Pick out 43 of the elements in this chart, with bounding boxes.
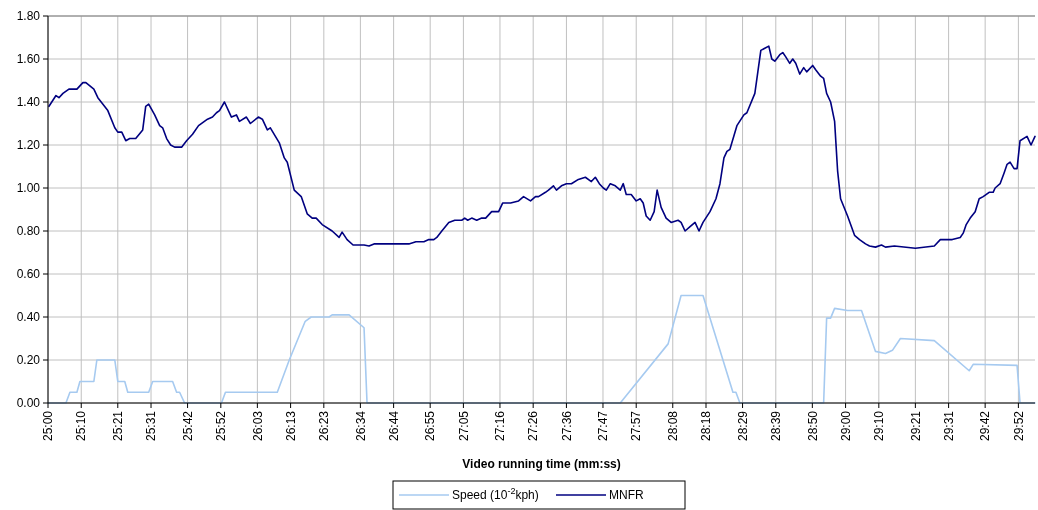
legend-label: MNFR bbox=[609, 488, 644, 502]
x-tick-label: 28:29 bbox=[735, 410, 750, 442]
y-tick-label: 1.40 bbox=[16, 95, 41, 110]
x-axis-title: Video running time (mm:ss) bbox=[462, 457, 621, 471]
x-tick-label: 29:31 bbox=[941, 410, 956, 442]
x-tick-label: 28:18 bbox=[699, 410, 714, 442]
x-tick-label: 25:52 bbox=[214, 410, 229, 442]
legend-label: Speed (10$^{-2}$kph) bbox=[452, 486, 539, 502]
x-tick-label: 29:00 bbox=[838, 410, 853, 442]
x-tick-label: 27:26 bbox=[526, 410, 541, 442]
x-tick-label: 25:10 bbox=[74, 410, 89, 442]
y-tick-label: 1.00 bbox=[16, 181, 41, 196]
y-tick-label: 1.20 bbox=[16, 138, 41, 153]
y-tick-label: 0.60 bbox=[16, 267, 41, 282]
y-tick-label: 0.40 bbox=[16, 310, 41, 325]
x-tick-label: 25:42 bbox=[180, 410, 195, 442]
y-tick-label: 1.80 bbox=[16, 9, 41, 24]
x-tick-label: 29:42 bbox=[978, 410, 993, 442]
x-tick-label: 26:55 bbox=[423, 410, 438, 442]
x-tick-label: 26:03 bbox=[250, 410, 265, 442]
x-tick-label: 29:52 bbox=[1011, 410, 1026, 442]
line-series bbox=[48, 45, 1036, 249]
x-tick-label: 25:31 bbox=[144, 410, 159, 442]
y-tick-label: 0.20 bbox=[16, 353, 41, 368]
y-tick-label: 1.60 bbox=[16, 52, 41, 67]
x-tick-label: 25:21 bbox=[110, 410, 125, 442]
x-tick-label: 26:23 bbox=[317, 410, 332, 442]
x-tick-label: 28:08 bbox=[665, 410, 680, 442]
x-tick-label: 27:57 bbox=[629, 410, 644, 442]
x-tick-label: 28:50 bbox=[805, 410, 820, 442]
y-tick-label: 0.00 bbox=[16, 396, 41, 411]
x-tick-label: 26:34 bbox=[353, 410, 368, 442]
x-tick-label: 28:39 bbox=[768, 410, 783, 442]
x-tick-label: 27:05 bbox=[456, 410, 471, 442]
x-tick-label: 27:36 bbox=[559, 410, 574, 442]
x-tick-label: 27:16 bbox=[493, 410, 508, 442]
x-tick-label: 25:00 bbox=[41, 410, 56, 442]
x-tick-label: 29:10 bbox=[872, 410, 887, 442]
x-tick-label: 26:13 bbox=[283, 410, 298, 442]
x-tick-label: 26:44 bbox=[386, 410, 401, 442]
x-tick-label: 29:21 bbox=[908, 410, 923, 442]
x-tick-label: 27:47 bbox=[596, 410, 611, 442]
y-tick-label: 0.80 bbox=[16, 224, 41, 239]
